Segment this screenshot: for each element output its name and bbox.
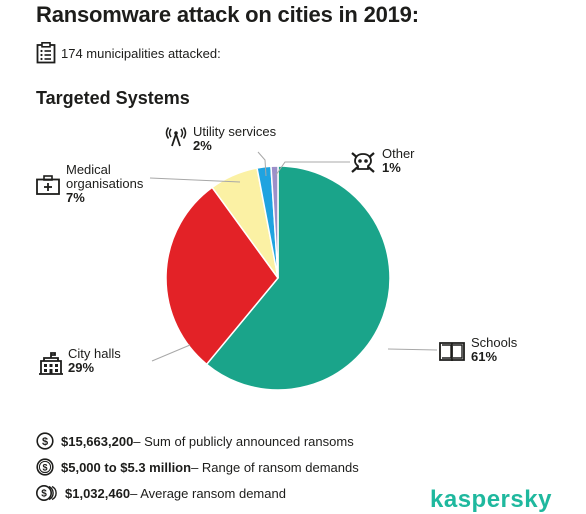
stat-range: $ $5,000 to $5.3 million – Range of rans… bbox=[36, 454, 359, 480]
label-other: Other 1% bbox=[351, 146, 415, 175]
dollar-coin-stack-icon: $ bbox=[36, 485, 57, 501]
label-other-pct: 1% bbox=[382, 160, 401, 175]
stat-range-text: – Range of ransom demands bbox=[191, 459, 359, 475]
chart-section-title: Targeted Systems bbox=[36, 88, 190, 108]
pie-slice-city-halls bbox=[165, 186, 279, 366]
stat-sum: $ $15,663,200 – Sum of publicly announce… bbox=[36, 428, 359, 454]
svg-text:$: $ bbox=[41, 489, 47, 500]
label-city-halls: City halls 29% bbox=[39, 346, 121, 375]
svg-text:$: $ bbox=[42, 436, 48, 448]
medical-kit-icon bbox=[36, 175, 60, 195]
ransom-stats: $ $15,663,200 – Sum of publicly announce… bbox=[36, 428, 359, 506]
pie-slice-schools bbox=[205, 165, 391, 391]
label-medical: Medical organisations 7% bbox=[36, 162, 144, 205]
stat-average: $ $1,032,460 – Average ransom demand bbox=[36, 480, 359, 506]
municipalities-count: 174 municipalities attacked: bbox=[36, 42, 221, 64]
pie-chart bbox=[149, 151, 438, 391]
leader-line-schools bbox=[387, 348, 438, 351]
label-utility-pct: 2% bbox=[193, 138, 212, 153]
label-schools-pct: 61% bbox=[471, 349, 498, 364]
skull-icon bbox=[351, 152, 375, 173]
stat-sum-value: $15,663,200 bbox=[61, 433, 134, 449]
label-medical-pct: 7% bbox=[66, 190, 85, 205]
label-utility: Utility services 2% bbox=[165, 124, 277, 153]
stat-average-value: $1,032,460 bbox=[65, 485, 131, 501]
leader-line-other bbox=[275, 161, 350, 176]
svg-text:$: $ bbox=[42, 463, 47, 473]
label-schools-name: Schools bbox=[471, 335, 518, 350]
label-medical-name-1: Medical bbox=[66, 162, 111, 177]
label-utility-name: Utility services bbox=[193, 124, 277, 139]
label-medical-name-2: organisations bbox=[66, 176, 144, 191]
leader-line-utility bbox=[257, 151, 267, 177]
label-other-name: Other bbox=[382, 146, 415, 161]
dollar-coins-icon: $ bbox=[36, 458, 54, 476]
leader-line-medical bbox=[149, 177, 241, 183]
label-schools: Schools 61% bbox=[439, 335, 518, 364]
book-icon bbox=[439, 342, 465, 361]
building-icon bbox=[39, 352, 63, 375]
leader-line-city-halls bbox=[151, 344, 191, 362]
label-city-halls-pct: 29% bbox=[68, 360, 95, 375]
stat-average-text: – Average ransom demand bbox=[130, 485, 286, 501]
antenna-icon bbox=[165, 127, 187, 147]
stat-range-value: $5,000 to $5.3 million bbox=[61, 459, 192, 475]
dollar-coin-icon: $ bbox=[36, 432, 54, 450]
pie-slice-other bbox=[270, 165, 279, 279]
stat-sum-text: – Sum of publicly announced ransoms bbox=[133, 433, 354, 449]
municipalities-text: 174 municipalities attacked: bbox=[61, 45, 221, 61]
label-city-halls-name: City halls bbox=[68, 346, 121, 361]
page-title: Ransomware attack on cities in 2019: bbox=[36, 2, 419, 27]
document-list-icon bbox=[36, 42, 56, 64]
kaspersky-logo: kaspersky bbox=[430, 486, 552, 513]
